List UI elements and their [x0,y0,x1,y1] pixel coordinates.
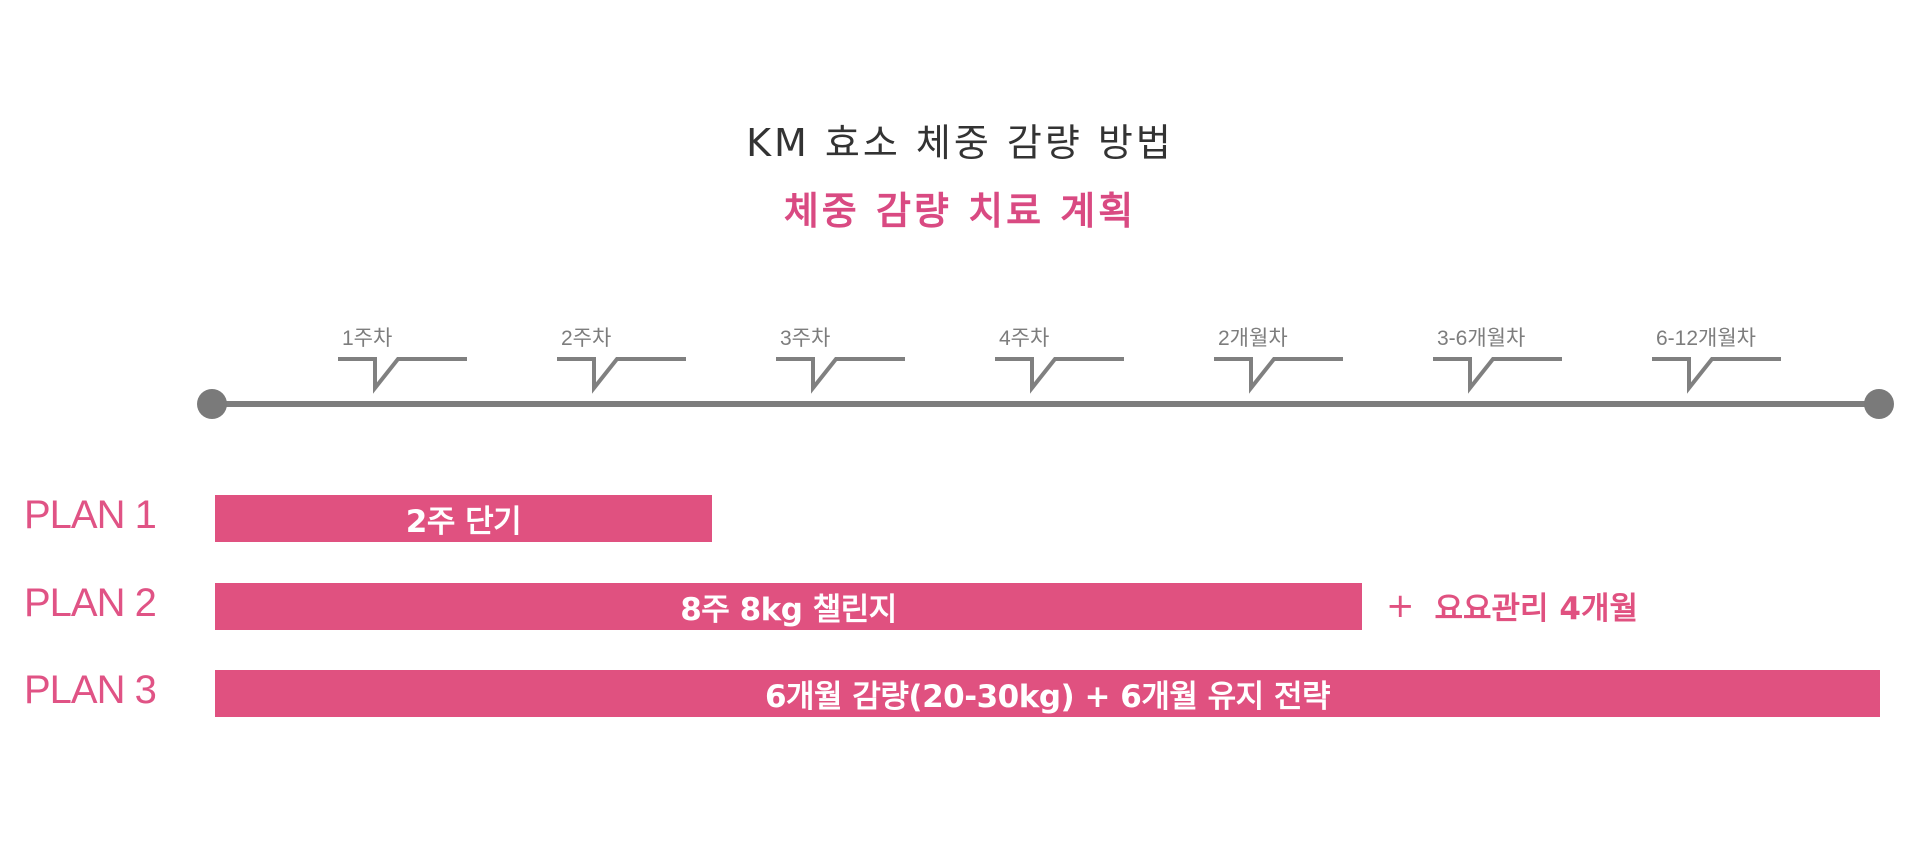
milestone-label: 3주차 [780,327,831,350]
milestone-6: 3-6개월차 [1433,320,1573,395]
plan-extra-label: 요요관리 4개월 [1434,591,1638,627]
milestone-label: 1주차 [342,327,393,350]
milestone-label: 6-12개월차 [1656,327,1756,350]
plan-bar: 2주 단기 [215,495,712,542]
milestone-2: 2주차 [557,320,697,395]
callout-pointer-icon [1214,357,1343,394]
timeline-start-dot [197,389,227,419]
milestone-4: 4주차 [995,320,1135,395]
callout-pointer-icon [557,357,686,394]
plan-extra-note: + 요요관리 4개월 [1386,583,1638,628]
milestone-label: 4주차 [999,327,1050,350]
callout-pointer-icon [776,357,905,394]
plan-bar: 8주 8kg 챌린지 [215,583,1362,630]
plus-icon: + [1386,585,1415,626]
milestone-1: 1주차 [338,320,478,395]
timeline-axis [212,401,1879,407]
milestone-label: 2주차 [561,327,612,350]
timeline-end-dot [1864,389,1894,419]
plan-bar: 6개월 감량(20-30kg) + 6개월 유지 전략 [215,670,1880,717]
plan-label: PLAN 3 [24,668,157,712]
plan-label: PLAN 1 [24,493,157,537]
page-subtitle: 체중 감량 치료 계획 [783,189,1137,233]
callout-pointer-icon [1652,357,1781,394]
plan-label: PLAN 2 [24,581,157,625]
callout-pointer-icon [995,357,1124,394]
milestone-label: 2개월차 [1218,327,1288,350]
milestone-5: 2개월차 [1214,320,1354,395]
milestone-7: 6-12개월차 [1652,320,1792,395]
page-title: KM 효소 체중 감량 방법 [746,121,1174,165]
milestone-3: 3주차 [776,320,916,395]
milestone-label: 3-6개월차 [1437,327,1526,350]
callout-pointer-icon [1433,357,1562,394]
callout-pointer-icon [338,357,467,394]
